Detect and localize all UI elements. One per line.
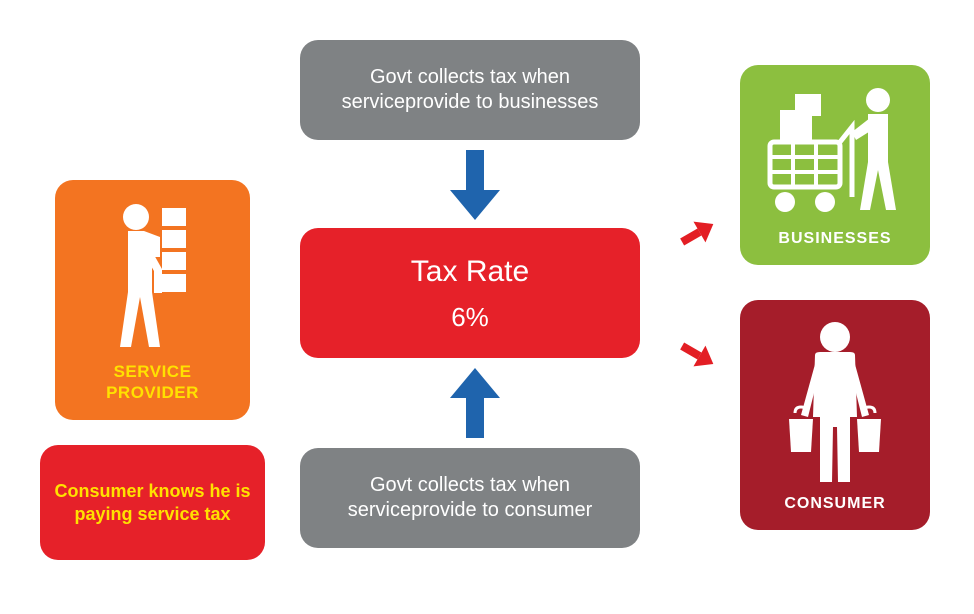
top-govt-box: Govt collects tax when serviceprovide to… bbox=[300, 40, 640, 140]
businesses-box: BUSINESSES bbox=[740, 65, 930, 265]
service-provider-label: SERVICE PROVIDER bbox=[67, 361, 238, 404]
top-govt-text: Govt collects tax when serviceprovide to… bbox=[312, 65, 628, 115]
bottom-govt-box: Govt collects tax when serviceprovide to… bbox=[300, 448, 640, 548]
tax-rate-box: Tax Rate 6% bbox=[300, 228, 640, 358]
arrow-to-businesses-icon bbox=[672, 210, 720, 263]
tax-rate-title: Tax Rate bbox=[411, 253, 529, 291]
service-provider-icon bbox=[98, 197, 208, 357]
tax-rate-value: 6% bbox=[451, 301, 489, 334]
arrow-up-icon bbox=[450, 368, 500, 443]
arrow-down-icon bbox=[450, 150, 500, 225]
consumer-box: CONSUMER bbox=[740, 300, 930, 530]
consumer-note-text: Consumer knows he is paying service tax bbox=[52, 480, 253, 525]
consumer-note-box: Consumer knows he is paying service tax bbox=[40, 445, 265, 560]
service-provider-box: SERVICE PROVIDER bbox=[55, 180, 250, 420]
consumer-icon bbox=[765, 317, 905, 492]
consumer-label: CONSUMER bbox=[784, 494, 885, 514]
arrow-to-consumer-icon bbox=[672, 330, 720, 383]
bottom-govt-text: Govt collects tax when serviceprovide to… bbox=[312, 473, 628, 523]
businesses-icon bbox=[760, 82, 910, 227]
businesses-label: BUSINESSES bbox=[778, 229, 891, 249]
